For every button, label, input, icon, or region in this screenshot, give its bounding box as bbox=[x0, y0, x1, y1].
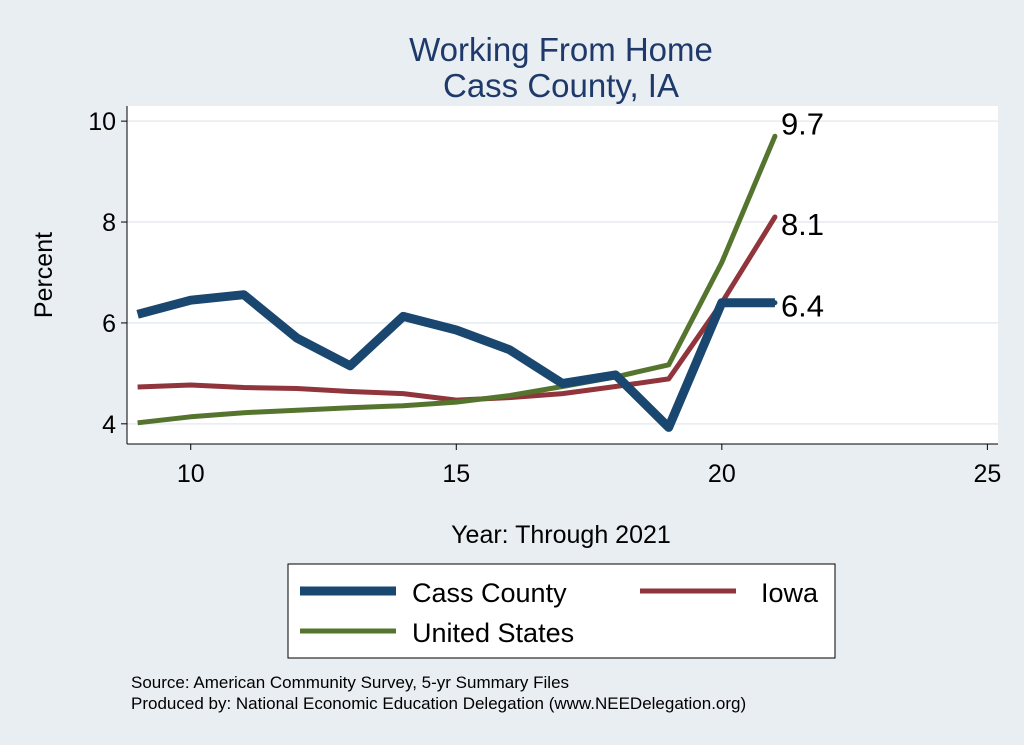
series-line-united-states bbox=[137, 135, 778, 426]
y-tick-label-10: 10 bbox=[88, 108, 116, 136]
end-label-iowa: 8.1 bbox=[781, 207, 824, 242]
legend-label-iowa: Iowa bbox=[761, 578, 819, 608]
x-tick-label-10: 10 bbox=[177, 460, 205, 488]
end-label-cass-county: 6.4 bbox=[781, 289, 824, 324]
produced-by-note: Produced by: National Economic Education… bbox=[131, 694, 746, 713]
x-tick-label-20: 20 bbox=[708, 460, 736, 488]
axes bbox=[126, 106, 998, 445]
source-note: Source: American Community Survey, 5-yr … bbox=[131, 673, 569, 692]
y-axis-title: Percent bbox=[30, 232, 58, 318]
x-tick-label-25: 25 bbox=[973, 460, 1001, 488]
chart-title-line-2: Cass County, IA bbox=[443, 67, 679, 104]
chart-title-line-1: Working From Home bbox=[409, 31, 713, 68]
end-label-united-states: 9.7 bbox=[781, 106, 824, 141]
chart-title: Working From Home Cass County, IA bbox=[409, 31, 713, 104]
legend-box bbox=[287, 563, 836, 659]
end-labels: 6.4 8.1 9.7 bbox=[781, 106, 824, 323]
legend-item-iowa: Iowa bbox=[640, 578, 819, 608]
end-point-cass-county bbox=[772, 300, 778, 306]
y-tick-label-6: 6 bbox=[102, 310, 116, 338]
series-line-cass-county bbox=[136, 290, 775, 432]
legend-label-united-states: United States bbox=[412, 618, 574, 648]
y-tick-label-8: 8 bbox=[102, 209, 116, 237]
series-layer bbox=[136, 133, 778, 432]
x-tick-label-15: 15 bbox=[442, 460, 470, 488]
legend-label-cass-county: Cass County bbox=[412, 578, 567, 608]
ticks: 4 6 8 10 10 15 20 25 bbox=[88, 108, 1001, 488]
end-point-iowa bbox=[772, 214, 778, 220]
end-point-united-states bbox=[772, 133, 778, 139]
legend-item-united-states: United States bbox=[300, 618, 574, 648]
legend: Cass County Iowa United States bbox=[287, 563, 836, 659]
y-tick-label-4: 4 bbox=[102, 411, 116, 439]
legend-item-cass-county: Cass County bbox=[300, 578, 567, 608]
x-axis-title: Year: Through 2021 bbox=[451, 521, 671, 549]
